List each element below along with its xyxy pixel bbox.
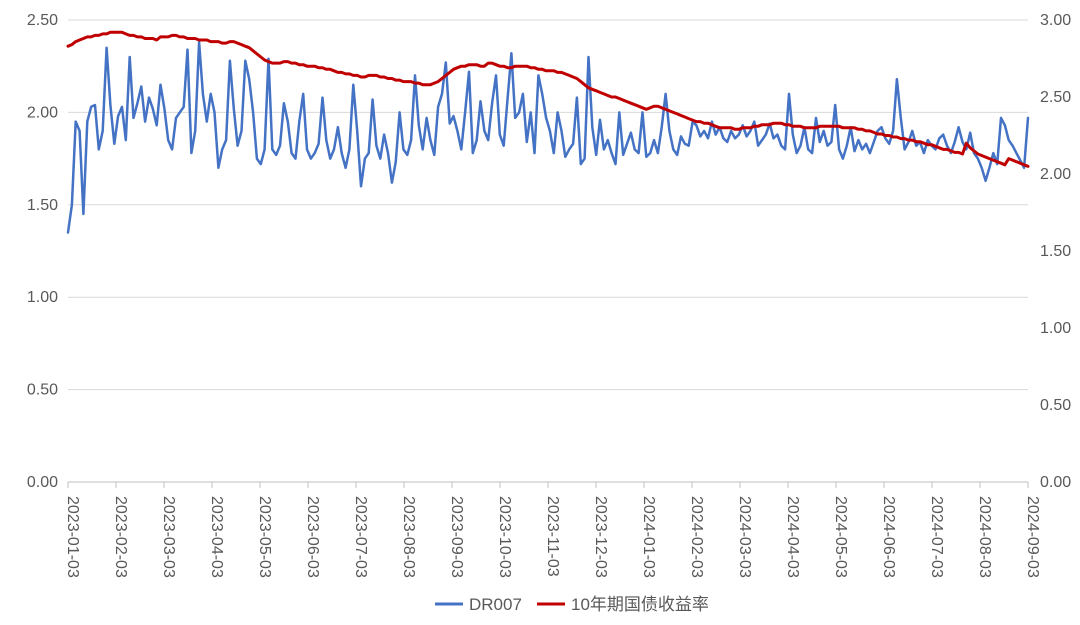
y-right-tick-label: 2.50 — [1040, 89, 1071, 106]
x-tick-label: 2024-05-03 — [832, 496, 849, 578]
x-tick-label: 2023-10-03 — [496, 496, 513, 578]
gridlines — [68, 20, 1028, 390]
x-tick-label: 2024-01-03 — [640, 496, 657, 578]
x-tick-label: 2023-05-03 — [256, 496, 273, 578]
y-left-tick-label: 2.00 — [27, 104, 58, 121]
x-tick-label: 2023-08-03 — [400, 496, 417, 578]
x-tick-label: 2024-09-03 — [1024, 496, 1041, 578]
x-tick-label: 2024-07-03 — [928, 496, 945, 578]
y-right-tick-label: 3.00 — [1040, 12, 1071, 29]
y-left-tick-label: 2.50 — [27, 12, 58, 29]
x-tick-label: 2023-01-03 — [64, 496, 81, 578]
x-tick-label: 2023-03-03 — [160, 496, 177, 578]
x-tick-label: 2023-06-03 — [304, 496, 321, 578]
y-right-tick-label: 1.00 — [1040, 320, 1071, 337]
legend-label: DR007 — [469, 595, 522, 614]
x-tick-label: 2023-12-03 — [592, 496, 609, 578]
y-right-tick-label: 1.50 — [1040, 243, 1071, 260]
x-tick-label: 2023-02-03 — [112, 496, 129, 578]
y-axis-left: 0.00 0.50 1.00 1.50 2.00 2.50 — [27, 12, 58, 491]
chart-container: 0.00 0.50 1.00 1.50 2.00 2.50 0.00 0.50 1.00 1.50… — [0, 0, 1080, 625]
x-axis: 2023-01-03 2023-02-03 2023-03-03 2023-04-03… — [64, 482, 1041, 578]
y-axis-right: 0.00 0.50 1.00 1.50 2.00 2.50 3.00 — [1040, 12, 1071, 491]
x-tick-label: 2024-06-03 — [880, 496, 897, 578]
x-tick-label: 2023-11-03 — [544, 496, 561, 577]
legend-label: 10年期国债收益率 — [571, 595, 709, 614]
y-right-tick-label: 2.00 — [1040, 166, 1071, 183]
y-left-tick-label: 1.00 — [27, 289, 58, 306]
x-tick-label: 2023-07-03 — [352, 496, 369, 578]
x-tick-label: 2024-02-03 — [688, 496, 705, 578]
y-right-tick-label: 0.00 — [1040, 474, 1071, 491]
y-left-tick-label: 1.50 — [27, 197, 58, 214]
x-tick-label: 2024-03-03 — [736, 496, 753, 578]
x-tick-label: 2024-04-03 — [784, 496, 801, 578]
x-tick-label: 2024-08-03 — [976, 496, 993, 578]
y-left-tick-label: 0.00 — [27, 474, 58, 491]
x-tick-label: 2023-04-03 — [208, 496, 225, 578]
y-left-tick-label: 0.50 — [27, 382, 58, 399]
legend: DR007 10年期国债收益率 — [435, 595, 709, 614]
line-chart: 0.00 0.50 1.00 1.50 2.00 2.50 0.00 0.50 1.00 1.50… — [0, 0, 1080, 625]
y-right-tick-label: 0.50 — [1040, 397, 1071, 414]
x-tick-label: 2023-09-03 — [448, 496, 465, 578]
